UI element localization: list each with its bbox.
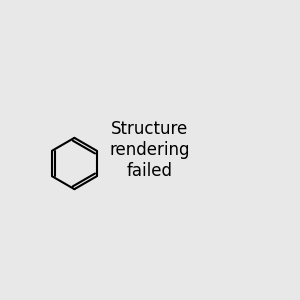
Text: Structure
rendering
failed: Structure rendering failed <box>110 120 190 180</box>
